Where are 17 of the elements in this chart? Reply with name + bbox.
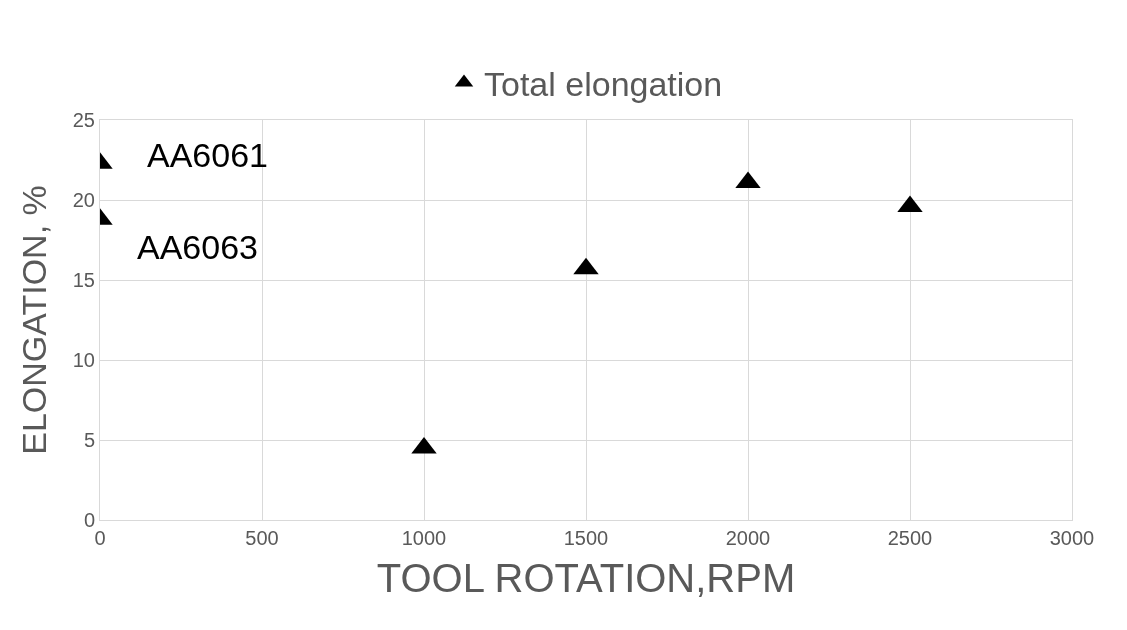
y-tick-label: 0 <box>83 509 95 531</box>
x-axis-title: TOOL ROTATION,RPM <box>376 555 796 600</box>
annotation: AA6063 <box>137 228 258 266</box>
x-tick-label: 3000 <box>1049 527 1095 549</box>
x-tick-label: 2000 <box>725 527 771 549</box>
legend-label: Total elongation <box>484 64 723 103</box>
x-tick-label: 1500 <box>563 527 609 549</box>
x-tick-label: 500 <box>245 527 279 549</box>
y-tick-label: 25 <box>72 109 95 131</box>
y-tick-label: 10 <box>72 349 95 371</box>
y-axis-title: ELONGATION, % <box>15 185 54 455</box>
y-tick-label: 20 <box>72 189 95 211</box>
y-tick-label: 5 <box>83 429 95 451</box>
annotation: AA6061 <box>147 136 268 174</box>
y-tick-label: 15 <box>72 269 95 291</box>
x-tick-label: 1000 <box>401 527 447 549</box>
x-tick-label: 2500 <box>887 527 933 549</box>
